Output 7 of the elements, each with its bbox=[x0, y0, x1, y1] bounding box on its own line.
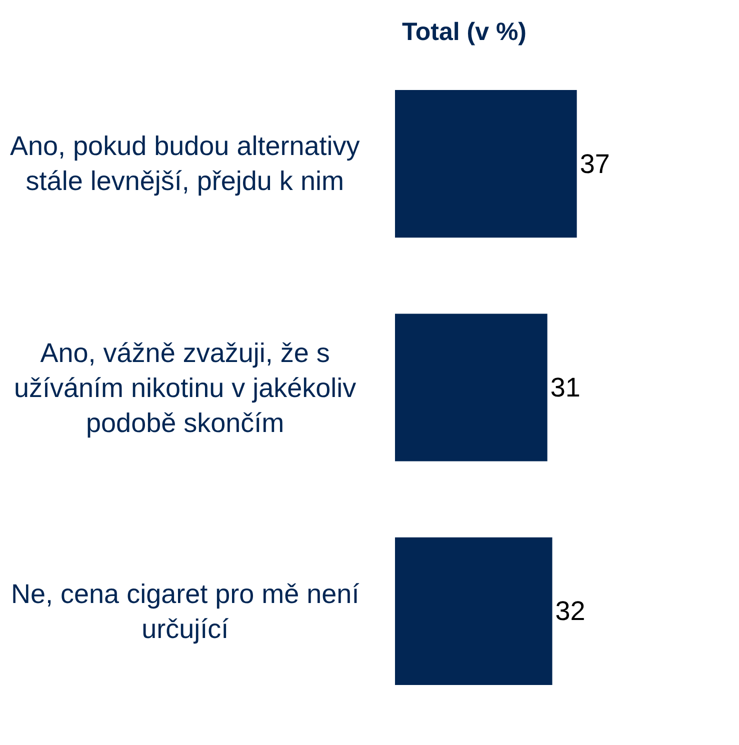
data-label: 37 bbox=[580, 148, 610, 179]
y-tick-label: Ano, vážně zvažuji, že s užíváním nikotinu v jakékoliv podobě skončím bbox=[14, 338, 357, 438]
y-tick-label: Ne, cena cigaret pro mě není určující bbox=[11, 579, 360, 644]
y-tick-label: Ano, pokud budou alternativy stále levnější, přejdu k nim bbox=[10, 131, 360, 196]
data-label: 31 bbox=[550, 372, 580, 402]
text: Total (v %) bbox=[402, 18, 527, 46]
data-label: 32 bbox=[555, 596, 586, 626]
